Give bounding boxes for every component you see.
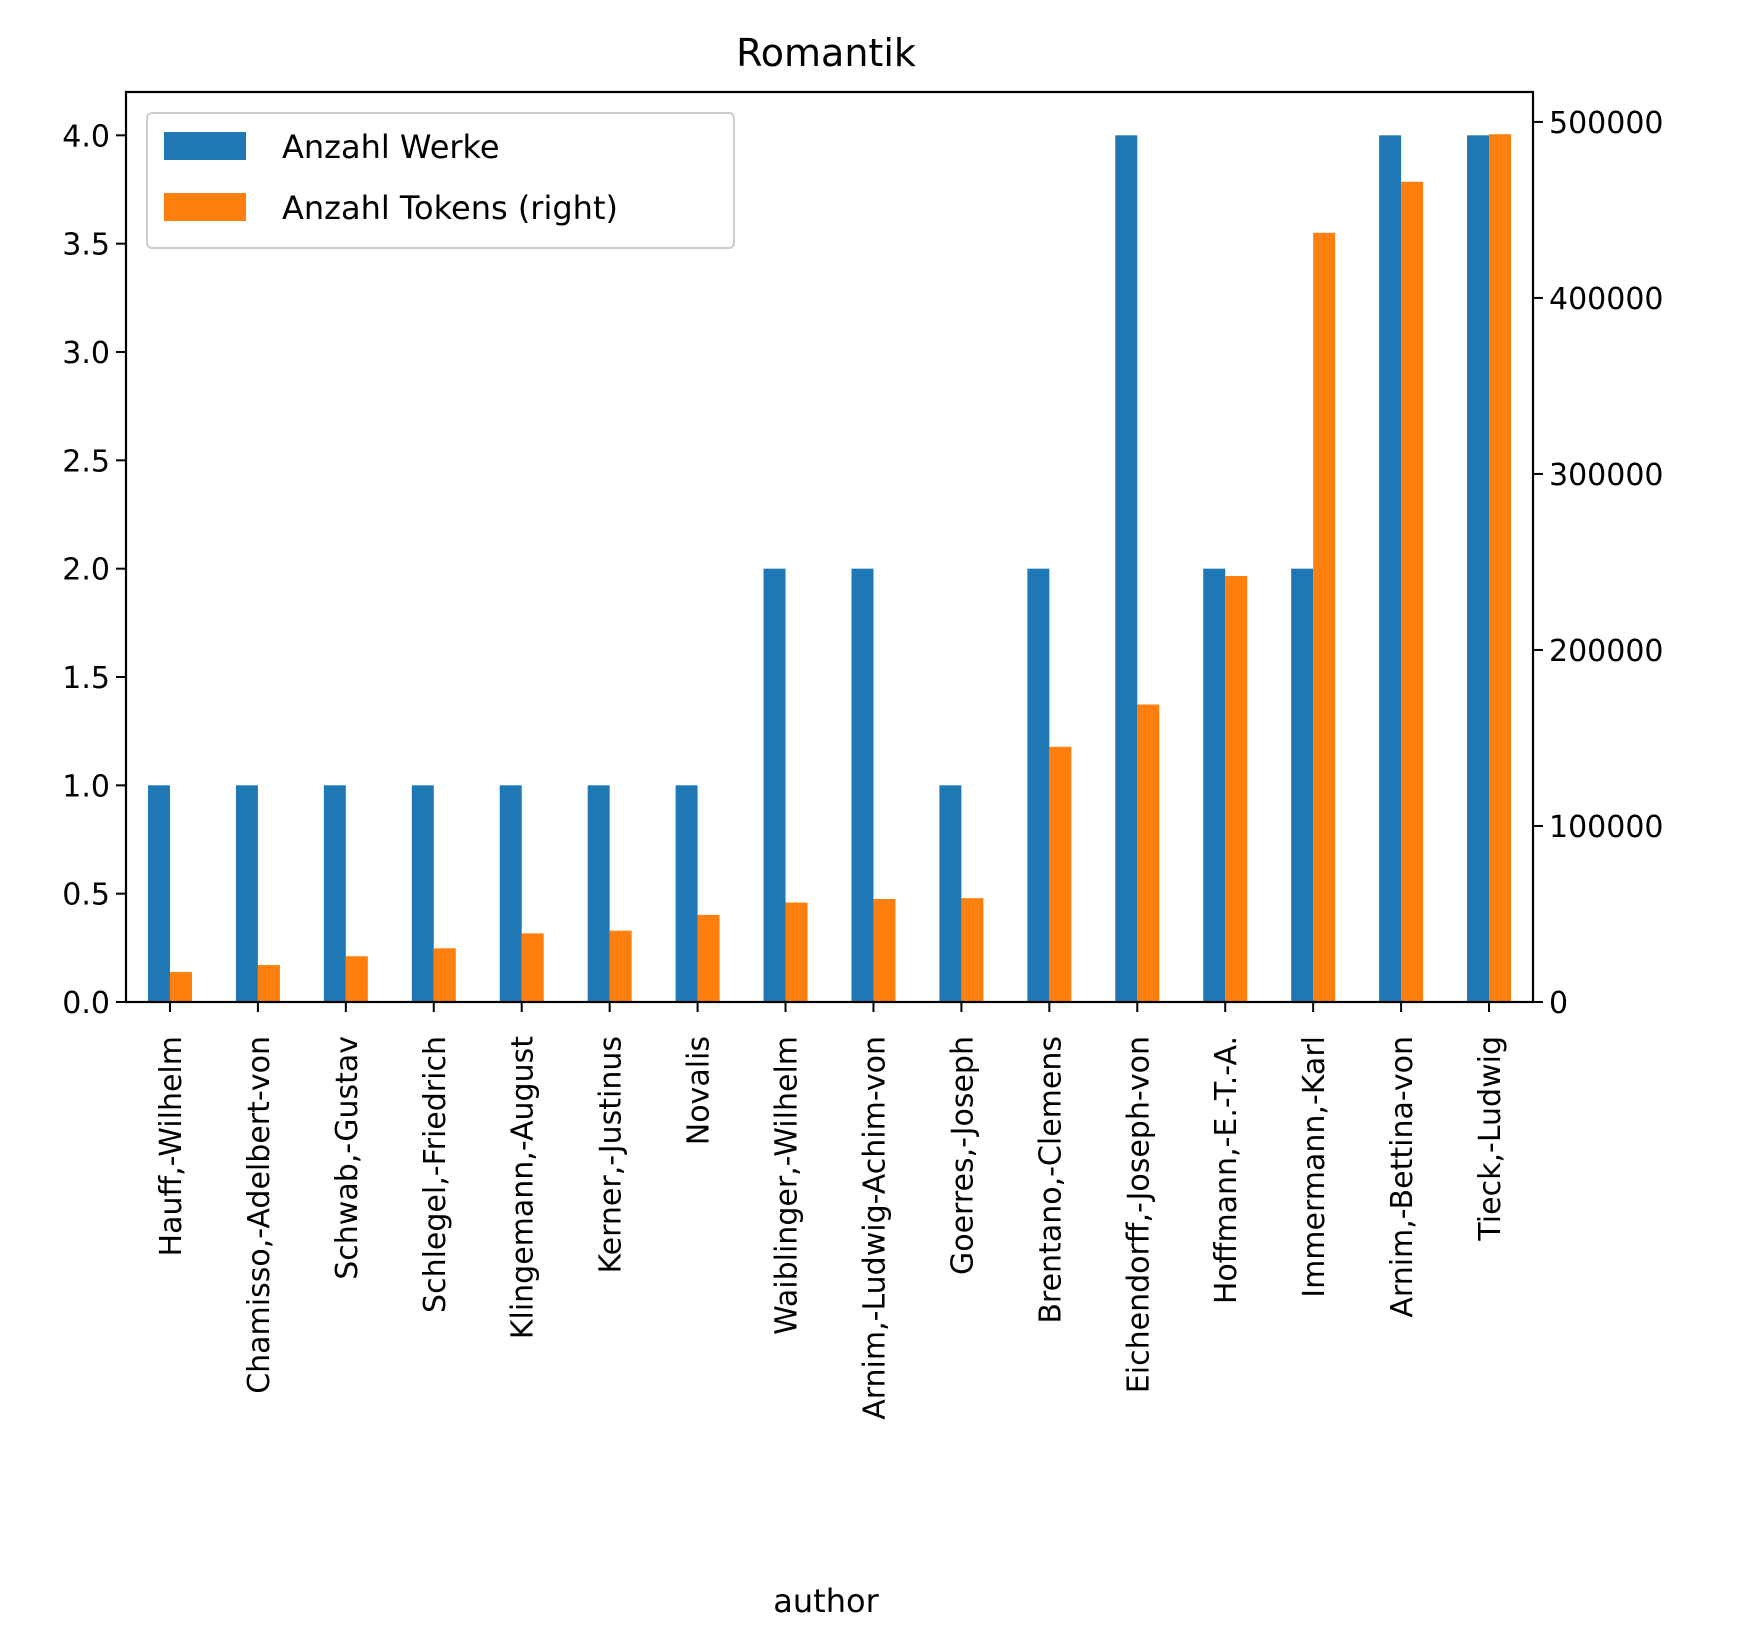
bar-werke-9 [939,785,962,1002]
bar-tokens-0 [169,972,192,1002]
right-tick-label-4: 400000 [1549,282,1664,317]
bar-werke-8 [851,568,874,1002]
bar-tokens-10 [1049,746,1072,1002]
bar-werke-5 [587,785,610,1002]
right-tick-label-3: 300000 [1549,458,1664,493]
bar-tokens-2 [345,956,368,1002]
left-tick-label-4: 2.0 [62,553,110,588]
x-tick-label-10: Brentano,-Clemens [1033,1036,1068,1324]
right-tick-label-2: 200000 [1549,634,1664,669]
bar-tokens-1 [257,965,280,1002]
left-tick-label-2: 1.0 [62,769,110,804]
bar-werke-4 [499,785,522,1002]
x-tick-label-0: Hauff,-Wilhelm [154,1036,189,1256]
right-axis: 0 100000 200000 300000 400000 500000 [1533,106,1664,1021]
bar-tokens-13 [1313,232,1336,1002]
x-axis-title: author [773,1582,879,1620]
x-tick-label-5: Kerner,-Justinus [594,1036,629,1274]
bar-tokens-15 [1489,134,1512,1002]
x-tick-label-13: Immermann,-Karl [1297,1036,1332,1298]
x-tick-label-3: Schlegel,-Friedrich [418,1036,453,1313]
x-tick-label-11: Eichendorff,-Joseph-von [1121,1036,1156,1393]
bar-tokens-12 [1225,576,1248,1002]
bar-werke-14 [1379,135,1402,1003]
bar-tokens-9 [961,898,984,1002]
bar-werke-6 [675,785,698,1002]
left-tick-label-1: 0.5 [62,878,110,913]
left-axis: 0.0 0.5 1.0 1.5 2.0 2.5 3.0 3.5 4.0 [62,119,126,1021]
x-tick-label-14: Arnim,-Bettina-von [1385,1036,1420,1318]
bar-werke-11 [1115,135,1138,1003]
left-tick-label-8: 4.0 [62,119,110,154]
x-tick-label-12: Hoffmann,-E.-T.-A. [1209,1036,1244,1304]
bar-tokens-3 [433,948,456,1002]
left-tick-label-6: 3.0 [62,336,110,371]
chart-title: Romantik [736,31,916,75]
legend-label-0: Anzahl Werke [282,128,500,166]
plot-frame [124,90,1535,1004]
bar-werke-0 [147,785,170,1002]
x-tick-label-6: Novalis [682,1036,717,1145]
right-tick-label-0: 0 [1549,986,1568,1021]
x-tick-label-15: Tieck,-Ludwig [1473,1036,1508,1242]
bar-tokens-5 [609,930,632,1002]
bar-werke-12 [1203,568,1226,1002]
left-tick-label-0: 0.0 [62,986,110,1021]
left-tick-label-3: 1.5 [62,661,110,696]
x-tick-label-7: Waiblinger,-Wilhelm [770,1036,805,1335]
bar-tokens-4 [521,933,544,1002]
bar-werke-15 [1467,135,1490,1003]
x-tick-label-4: Klingemann,-August [506,1036,541,1339]
bar-werke-3 [411,785,434,1002]
bar-werke-2 [323,785,346,1002]
legend-label-1: Anzahl Tokens (right) [282,189,618,227]
left-tick-label-5: 2.5 [62,444,110,479]
bar-werke-13 [1291,568,1314,1002]
bar-werke-10 [1027,568,1050,1002]
x-tick-label-2: Schwab,-Gustav [330,1036,365,1280]
bar-tokens-8 [873,899,896,1002]
x-tick-label-9: Goerres,-Joseph [945,1036,980,1275]
x-axis: Hauff,-Wilhelm Chamisso,-Adelbert-von Schw… [154,1002,1508,1420]
bar-tokens-14 [1401,181,1424,1003]
right-tick-label-1: 100000 [1549,810,1664,845]
right-tick-label-5: 500000 [1549,106,1664,141]
bars-group [147,134,1512,1003]
legend-swatch-0 [164,132,246,160]
legend: Anzahl Werke Anzahl Tokens (right) [146,112,735,249]
x-tick-label-8: Arnim,-Ludwig-Achim-von [857,1036,892,1420]
bar-tokens-7 [785,902,808,1002]
legend-box [146,112,735,249]
left-tick-label-7: 3.5 [62,228,110,263]
bar-tokens-6 [697,914,720,1002]
legend-swatch-1 [164,193,246,221]
bar-tokens-11 [1137,704,1160,1002]
bar-werke-7 [763,568,786,1002]
x-tick-label-1: Chamisso,-Adelbert-von [242,1036,277,1394]
bar-werke-1 [235,785,258,1002]
